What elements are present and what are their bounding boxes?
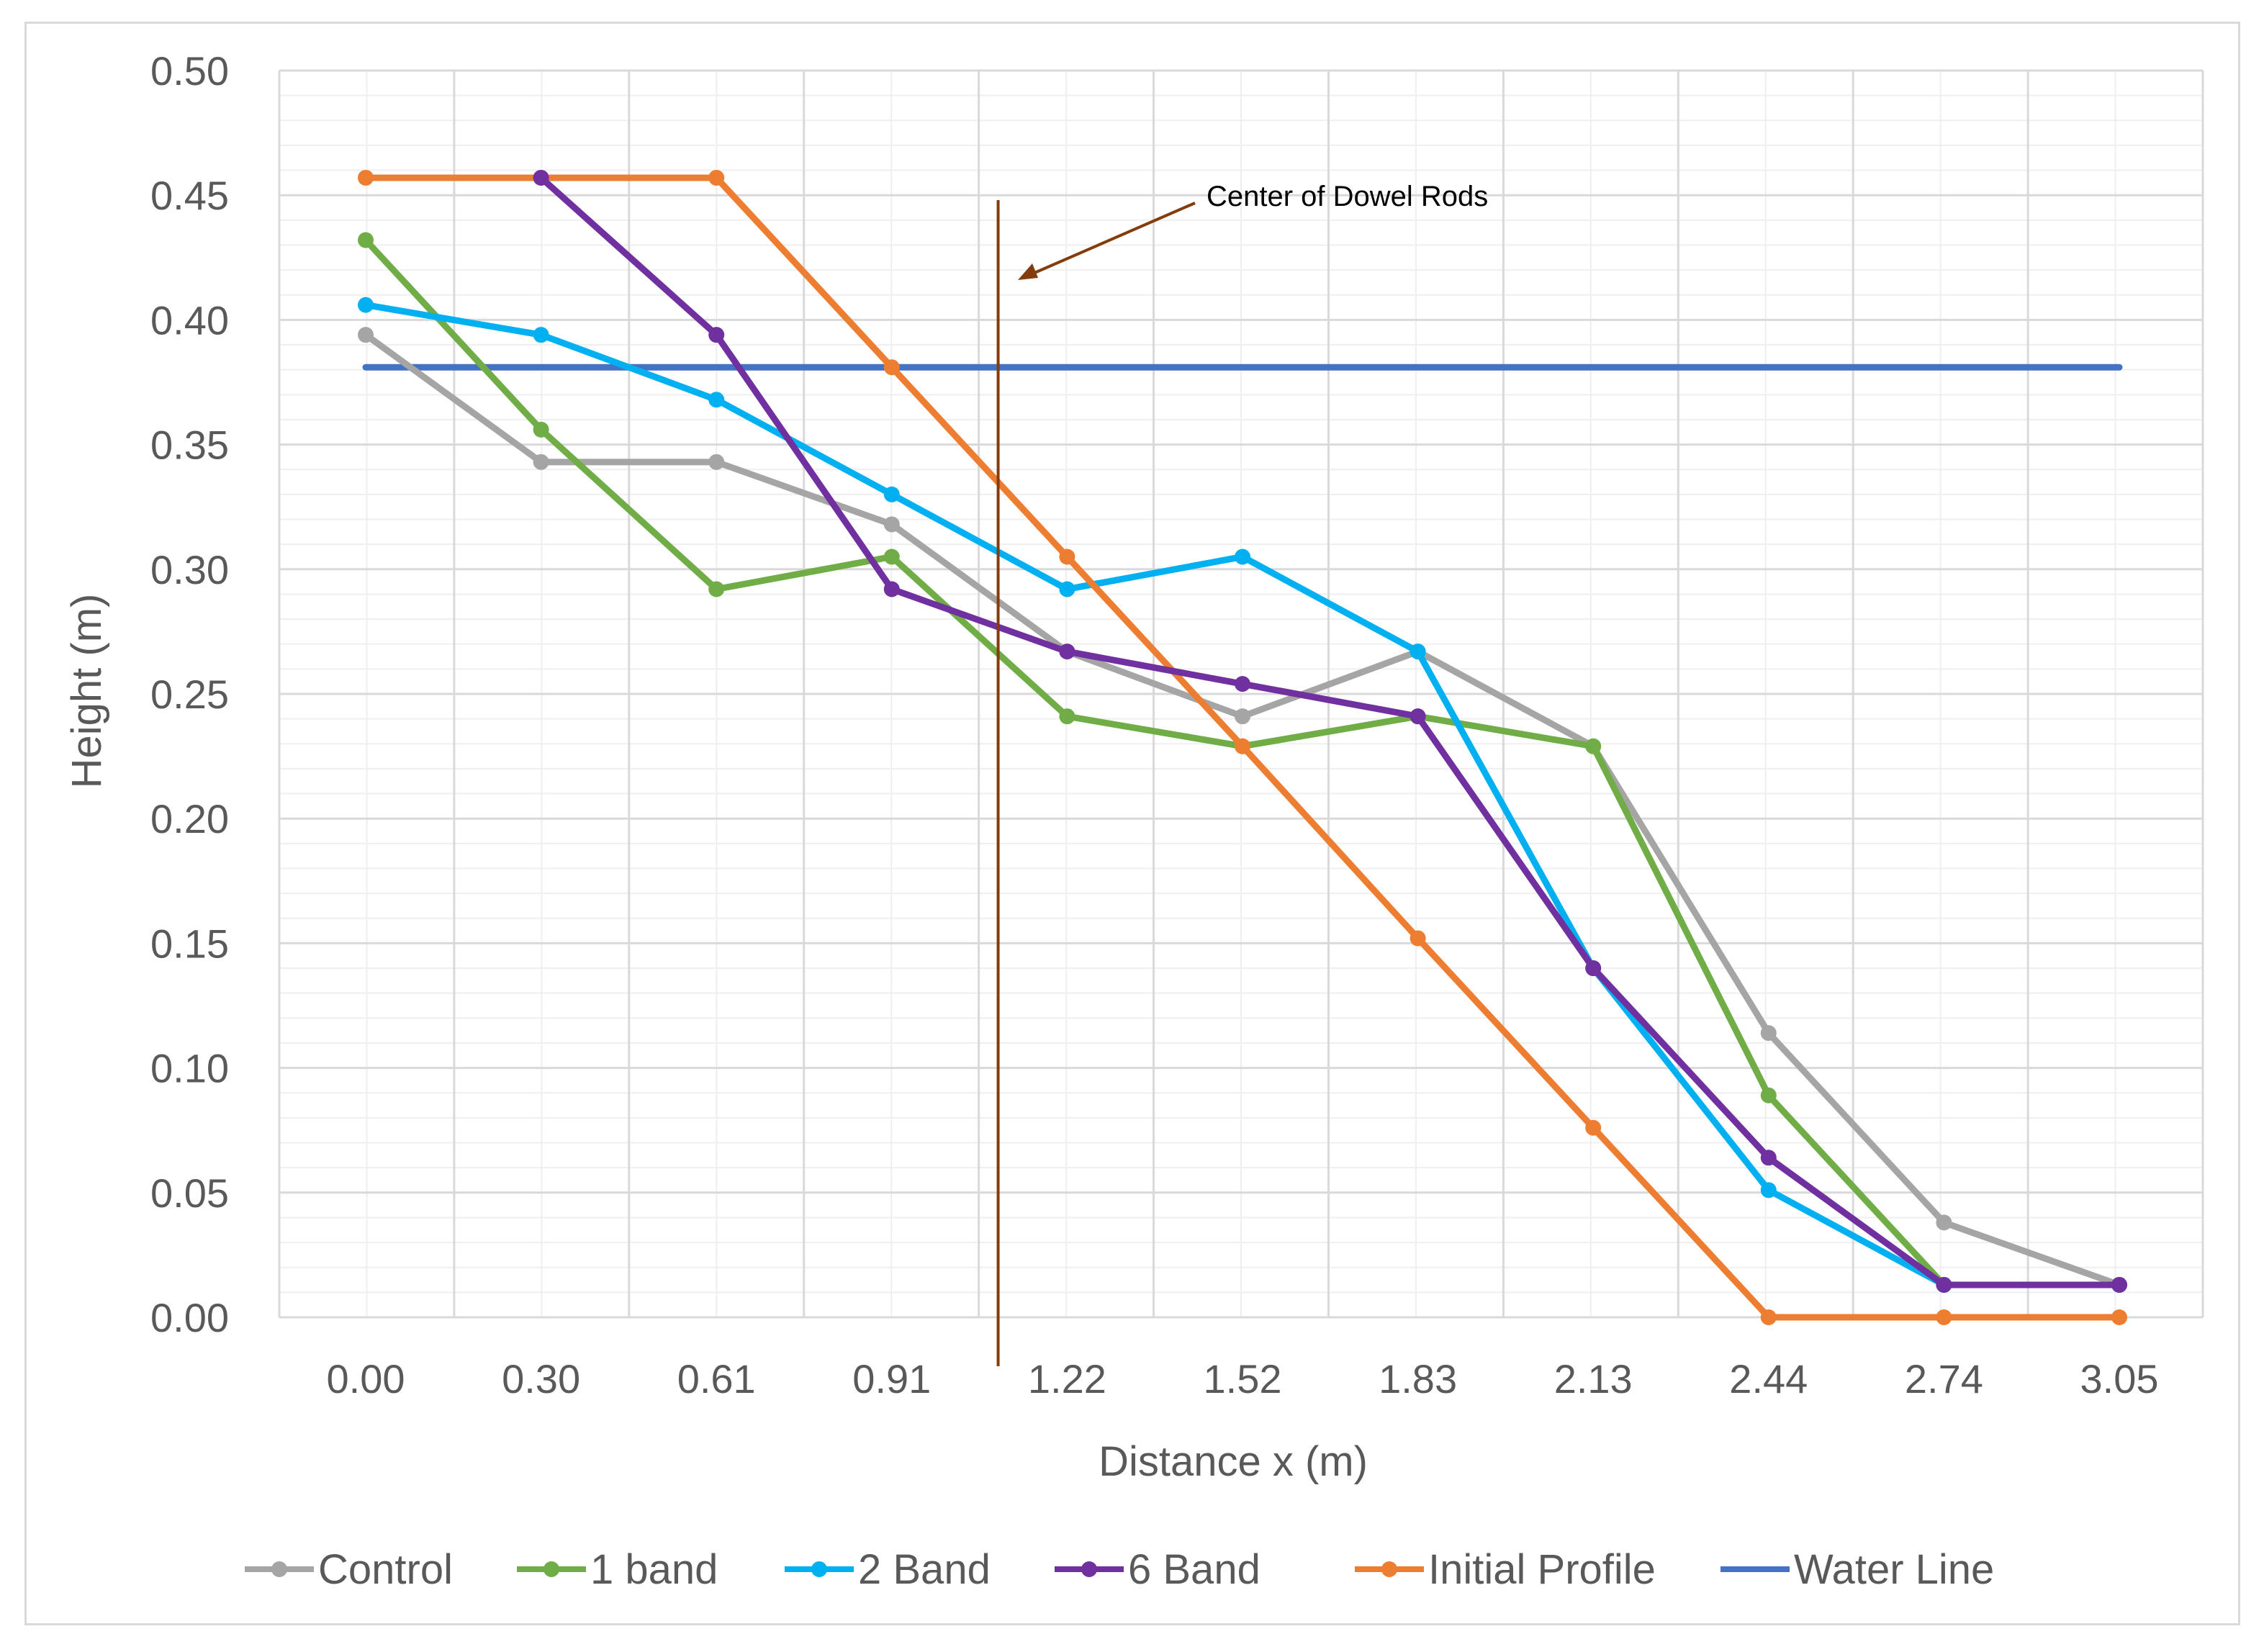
- data-point: [358, 327, 374, 343]
- legend-item-1-band: 1 band: [517, 1546, 718, 1593]
- major-gridlines: [278, 69, 2204, 1319]
- data-point: [533, 421, 549, 438]
- data-point: [1235, 549, 1250, 565]
- x-tick-label: 0.30: [502, 1356, 580, 1402]
- annotation-layer: Center of Dowel Rods: [996, 181, 1488, 1366]
- data-point: [1760, 1025, 1777, 1042]
- legend-label: Water Line: [1794, 1546, 1994, 1593]
- x-tick-label: 1.22: [1028, 1356, 1106, 1402]
- legend-item-water-line: Water Line: [1720, 1546, 1994, 1593]
- data-point: [708, 581, 725, 597]
- data-point: [883, 516, 900, 533]
- data-point: [358, 232, 374, 248]
- series-initial-profile: [358, 169, 2127, 1325]
- legend-item-initial-profile: Initial Profile: [1355, 1546, 1656, 1593]
- y-axis-ticks: 0.00 0.05 0.10 0.15 0.20 0.25 0.30 0.35 0.40 0.45…: [150, 48, 229, 1340]
- data-point: [533, 169, 549, 186]
- x-tick-label: 2.44: [1729, 1356, 1808, 1402]
- x-tick-label: 1.52: [1204, 1356, 1282, 1402]
- legend-item-6-band: 6 Band: [1055, 1546, 1260, 1593]
- data-point: [1936, 1276, 1952, 1293]
- data-point: [883, 359, 900, 376]
- annotation-arrow-head: [1018, 263, 1038, 280]
- legend-label: 6 Band: [1128, 1546, 1260, 1593]
- legend-swatch-marker: [1081, 1561, 1097, 1577]
- x-tick-label: 2.74: [1905, 1356, 1983, 1402]
- legend-label: 2 Band: [858, 1546, 991, 1593]
- data-point: [1760, 1087, 1777, 1103]
- data-point: [1936, 1309, 1952, 1325]
- legend-swatch-marker: [1381, 1561, 1397, 1577]
- x-axis-ticks: 0.00 0.30 0.61 0.91 1.22 1.52 1.83 2.13 2.44 2.74…: [327, 1356, 2159, 1402]
- y-tick-label: 0.50: [150, 48, 229, 94]
- annotation-label: Center of Dowel Rods: [1207, 181, 1488, 212]
- y-tick-label: 0.40: [150, 297, 229, 343]
- data-point: [883, 486, 900, 502]
- x-tick-label: 2.13: [1554, 1356, 1633, 1402]
- data-point: [533, 327, 549, 343]
- data-point: [1235, 738, 1250, 754]
- data-point: [883, 549, 900, 565]
- data-point: [358, 297, 374, 313]
- legend: Control 1 band 2 Band 6 Band Initial Profile…: [245, 1546, 1994, 1593]
- legend-item-control: Control: [245, 1546, 453, 1593]
- data-point: [1585, 960, 1602, 977]
- data-point: [2111, 1309, 2127, 1325]
- chart-frame: [24, 22, 2240, 1625]
- data-point: [1936, 1214, 1952, 1231]
- x-tick-label: 0.00: [327, 1356, 405, 1402]
- data-point: [708, 453, 725, 470]
- x-tick-label: 0.61: [677, 1356, 756, 1402]
- y-tick-label: 0.10: [150, 1046, 229, 1091]
- y-tick-label: 0.15: [150, 921, 229, 966]
- series-control: [358, 327, 2127, 1293]
- annotation-arrow-shaft: [1027, 202, 1196, 277]
- data-point: [358, 169, 374, 186]
- y-tick-label: 0.45: [150, 173, 229, 218]
- y-axis-title: Height (m): [63, 594, 110, 789]
- data-point: [1585, 1119, 1602, 1136]
- data-point: [1410, 930, 1426, 947]
- data-point: [1059, 581, 1075, 597]
- y-tick-label: 0.30: [150, 547, 229, 592]
- data-point: [1059, 644, 1075, 660]
- series-line: [538, 174, 2123, 1288]
- legend-item-2-band: 2 Band: [785, 1546, 991, 1593]
- data-point: [1059, 708, 1075, 725]
- data-point: [1410, 708, 1426, 725]
- data-point: [1410, 644, 1426, 660]
- y-tick-label: 0.00: [150, 1295, 229, 1340]
- x-tick-label: 0.91: [852, 1356, 931, 1402]
- y-tick-label: 0.25: [150, 672, 229, 717]
- y-tick-label: 0.35: [150, 423, 229, 468]
- data-point: [1760, 1182, 1777, 1199]
- data-point: [883, 581, 900, 597]
- legend-label: 1 band: [590, 1546, 718, 1593]
- x-tick-label: 1.83: [1379, 1356, 1457, 1402]
- y-tick-label: 0.05: [150, 1170, 229, 1216]
- x-tick-label: 3.05: [2080, 1356, 2159, 1402]
- data-point: [1235, 708, 1250, 725]
- legend-label: Initial Profile: [1428, 1546, 1656, 1593]
- y-tick-label: 0.20: [150, 796, 229, 841]
- data-point: [533, 453, 549, 470]
- data-point: [2111, 1276, 2127, 1293]
- x-axis-title: Distance x (m): [1099, 1438, 1368, 1485]
- data-point: [1235, 676, 1250, 692]
- series-6-band: [533, 169, 2127, 1293]
- data-point: [1760, 1150, 1777, 1166]
- data-point: [1585, 738, 1602, 754]
- legend-swatch-marker: [811, 1561, 827, 1577]
- legend-label: Control: [318, 1546, 453, 1593]
- legend-swatch-marker: [544, 1561, 559, 1577]
- data-point: [1760, 1309, 1777, 1325]
- data-point: [708, 169, 725, 186]
- data-point: [1059, 549, 1075, 565]
- series-layer: [358, 169, 2127, 1325]
- legend-swatch-marker: [271, 1561, 287, 1577]
- data-point: [708, 327, 725, 343]
- data-point: [708, 392, 725, 408]
